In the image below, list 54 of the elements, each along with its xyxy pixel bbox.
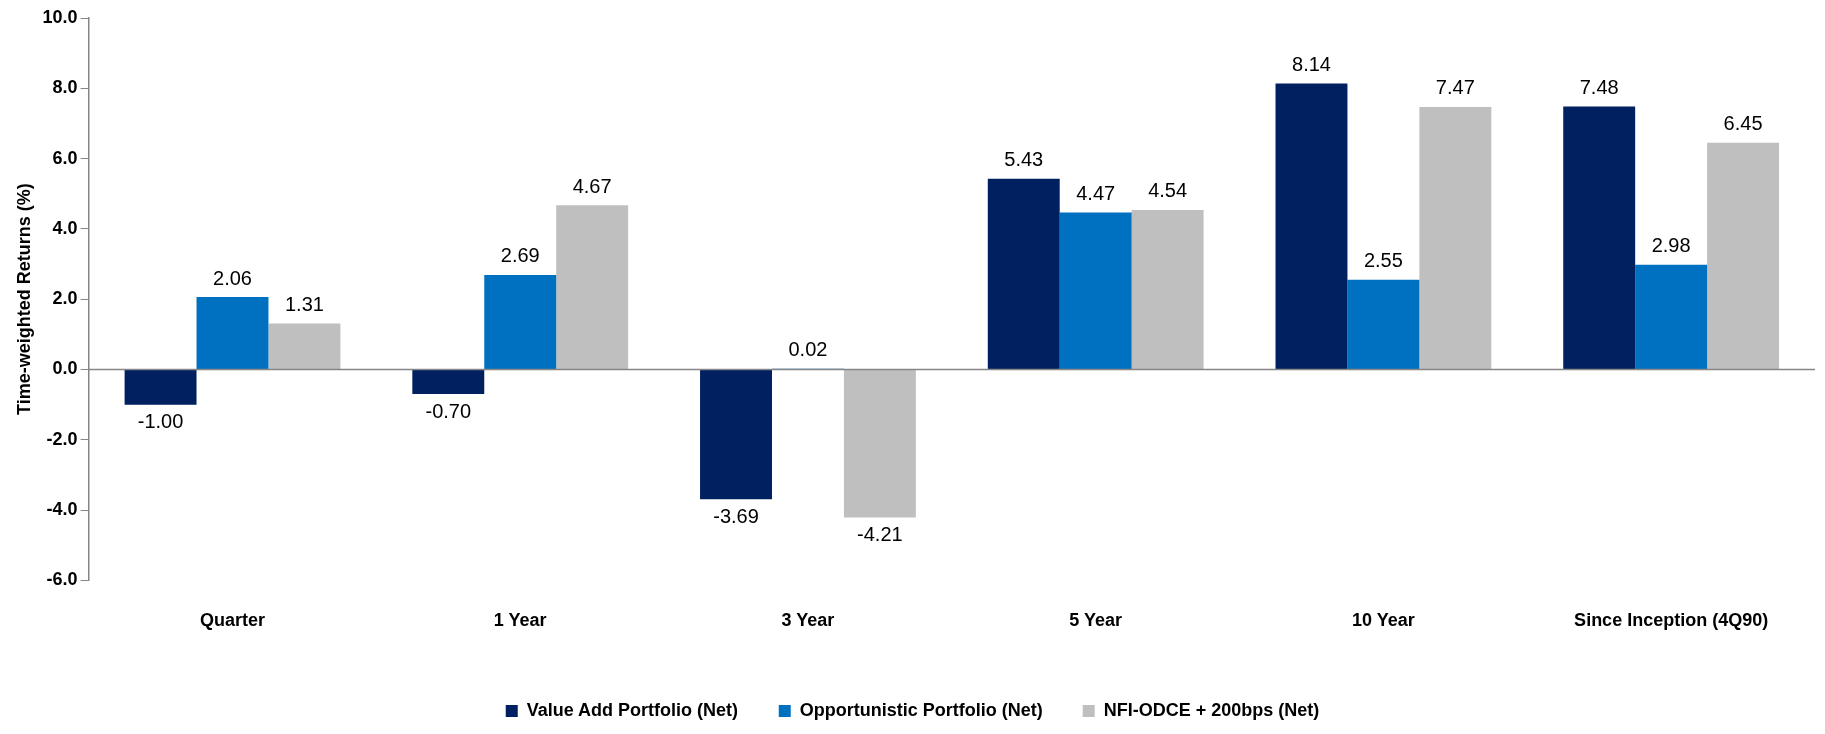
data-label: -4.21: [857, 523, 903, 545]
data-label: 4.47: [1076, 181, 1116, 204]
legend-label: NFI-ODCE + 200bps (Net): [1103, 699, 1320, 720]
data-label: -1.00: [137, 410, 184, 433]
y-tick-label: 10.0: [42, 6, 78, 27]
bar: [1563, 106, 1636, 369]
bar: [1347, 279, 1420, 369]
data-label: 6.45: [1723, 112, 1763, 135]
data-label: 2.98: [1651, 234, 1691, 257]
bar: [843, 370, 916, 518]
x-tick-label: 10 Year: [1352, 610, 1415, 631]
x-tick-label: Quarter: [199, 610, 266, 631]
bar: [484, 274, 557, 369]
y-tick-label: 4.0: [52, 217, 78, 238]
y-tick-label: 2.0: [52, 288, 78, 309]
bar: [1059, 212, 1132, 369]
y-tick-label: 8.0: [52, 77, 78, 98]
bar: [700, 370, 772, 500]
data-label: 7.47: [1435, 76, 1475, 99]
y-tick-label: 0.0: [52, 358, 78, 379]
y-tick-label: 6.0: [52, 147, 78, 168]
data-label: 4.54: [1148, 179, 1188, 202]
x-tick-label: 3 Year: [781, 610, 835, 631]
y-tick-label: -6.0: [46, 569, 78, 590]
y-tick-label: -2.0: [46, 428, 78, 449]
data-label: 2.55: [1363, 249, 1403, 272]
legend-label: Opportunistic Portfolio (Net): [799, 699, 1043, 720]
data-label: 2.69: [500, 244, 540, 267]
bar: [1419, 106, 1492, 369]
bar: [987, 178, 1060, 369]
y-axis-title: Time-weighted Returns (%): [13, 183, 34, 416]
data-label: 7.48: [1579, 76, 1619, 99]
bar: [1635, 264, 1708, 369]
bar: [268, 323, 341, 369]
bar: [196, 297, 269, 369]
x-tick-label: 5 Year: [1069, 610, 1123, 631]
data-label: 8.14: [1292, 52, 1331, 75]
y-tick-label: -4.0: [46, 499, 78, 520]
data-label: 2.06: [213, 266, 252, 289]
bar: [1275, 83, 1348, 369]
data-label: -0.70: [425, 399, 472, 422]
bar: [412, 370, 485, 395]
bar: [1707, 142, 1780, 369]
data-label: -3.69: [713, 504, 759, 527]
data-label: 4.67: [572, 174, 612, 197]
bar: [124, 370, 197, 405]
data-label: 1.31: [284, 292, 324, 315]
legend-label: Value Add Portfolio (Net): [526, 699, 739, 720]
data-label: 5.43: [1004, 148, 1044, 171]
x-tick-label: 1 Year: [493, 610, 547, 631]
bar: [1131, 209, 1204, 369]
x-tick-label: Since Inception (4Q90): [1574, 610, 1769, 631]
bar: [556, 205, 629, 369]
data-label: 0.02: [788, 338, 828, 361]
